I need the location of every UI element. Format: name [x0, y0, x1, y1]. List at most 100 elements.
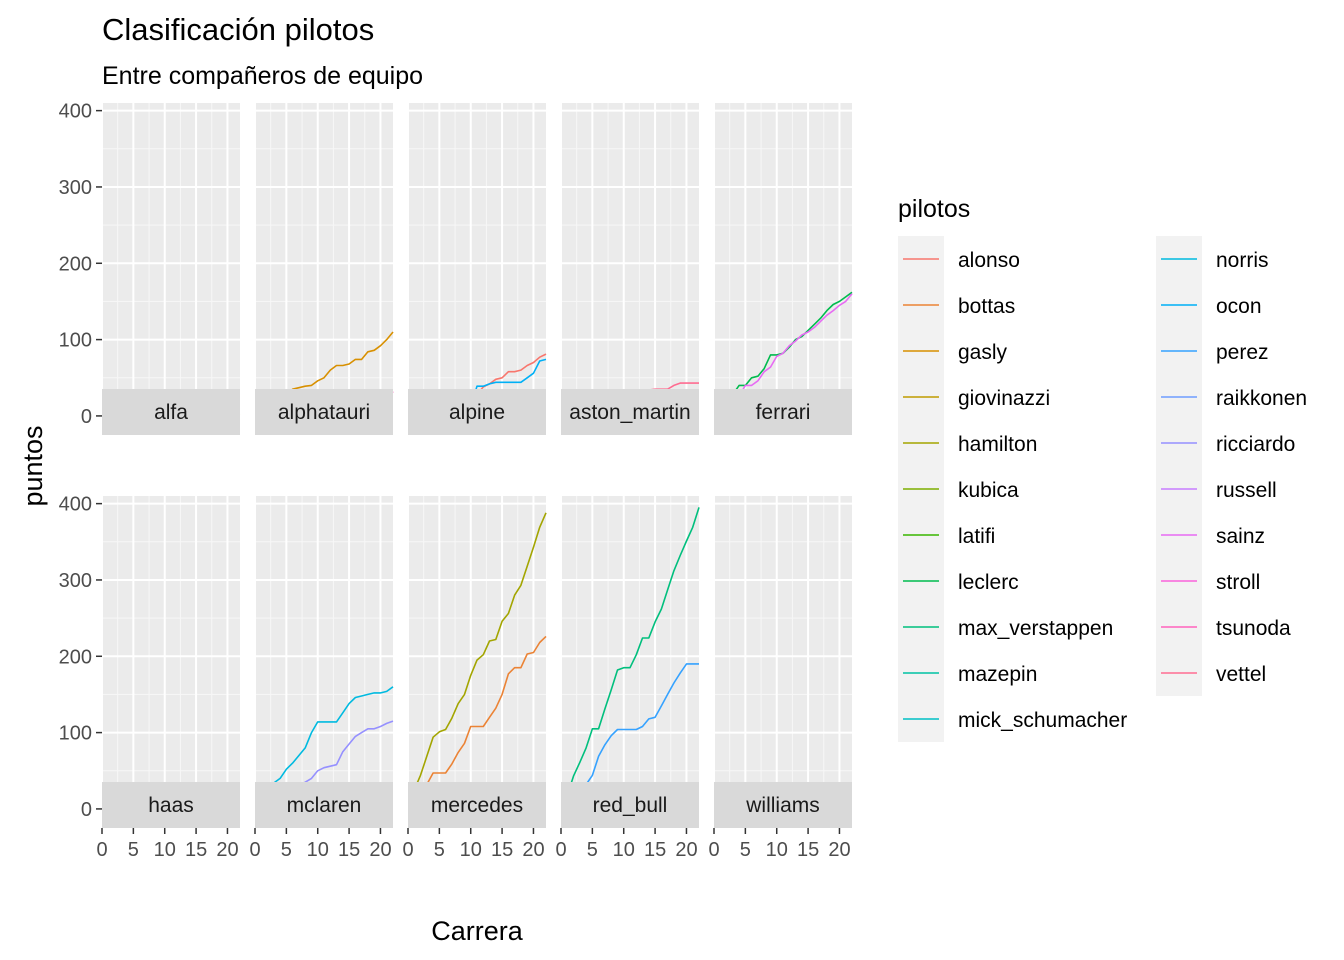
panel-aston_martin: aston_martin [560, 103, 699, 435]
x-tick-label: 10 [307, 839, 329, 861]
legend-label: vettel [1216, 663, 1266, 686]
y-tick-label: 300 [59, 570, 92, 592]
legend-item-russell: russell [1156, 466, 1277, 512]
legend-label: leclerc [958, 571, 1019, 594]
x-tick-label: 10 [460, 839, 482, 861]
panel-background [714, 496, 852, 828]
y-tick-label: 100 [59, 723, 92, 745]
legend-item-max_verstappen: max_verstappen [898, 604, 1113, 650]
legend-label: sainz [1216, 525, 1265, 548]
panel-red_bull: red_bull 0 5 10 15 20 [555, 496, 700, 861]
y-tick-label: 300 [59, 177, 92, 199]
legend-label: kubica [958, 479, 1019, 502]
panel-background [408, 103, 546, 435]
legend-item-raikkonen: raikkonen [1156, 374, 1307, 420]
legend-item-gasly: gasly [898, 328, 1008, 374]
panel-background [102, 103, 240, 435]
panel-alphatauri: alphatauri [254, 103, 394, 435]
strip-background [102, 782, 240, 828]
strip-label: alphatauri [278, 401, 370, 424]
panel-alpine: alpine [407, 103, 547, 435]
panel-background [561, 496, 699, 828]
strip-label: alpine [449, 401, 505, 424]
legend-item-sainz: sainz [1156, 512, 1265, 558]
strip-background [255, 782, 393, 828]
strip-label: haas [148, 794, 194, 817]
strip-background [561, 782, 699, 828]
legend-title: pilotos [898, 195, 970, 223]
panel-background [714, 103, 852, 435]
legend-item-mazepin: mazepin [898, 650, 1037, 696]
legend-label: ocon [1216, 295, 1262, 318]
panel-alfa: alfa 0 100 200 300 400 [59, 101, 241, 435]
panel-background [102, 496, 240, 828]
strip-label: mercedes [431, 794, 523, 817]
legend-label: russell [1216, 479, 1277, 502]
strip-label: aston_martin [569, 401, 690, 424]
x-tick-label: 5 [587, 839, 598, 861]
legend-label: tsunoda [1216, 617, 1291, 640]
legend-item-mick_schumacher: mick_schumacher [898, 696, 1127, 742]
legend-item-norris: norris [1156, 236, 1269, 282]
legend-item-perez: perez [1156, 328, 1269, 374]
chart-subtitle: Entre compañeros de equipo [102, 62, 423, 90]
legend-label: hamilton [958, 433, 1037, 456]
legend-item-ocon: ocon [1156, 282, 1262, 328]
strip-label: red_bull [593, 794, 668, 817]
x-tick-label: 20 [828, 839, 850, 861]
y-tick-label: 200 [59, 646, 92, 668]
x-tick-label: 15 [338, 839, 360, 861]
panel-background [255, 103, 393, 435]
legend-label: norris [1216, 249, 1269, 272]
legend-item-hamilton: hamilton [898, 420, 1037, 466]
strip-background [255, 389, 393, 435]
x-tick-label: 5 [128, 839, 139, 861]
panel-mclaren: mclaren 0 5 10 15 20 [249, 496, 394, 861]
y-tick-label: 100 [59, 330, 92, 352]
strip-background [714, 782, 852, 828]
legend-item-giovinazzi: giovinazzi [898, 374, 1050, 420]
panel-ferrari: ferrari [713, 103, 853, 435]
strip-label: alfa [154, 401, 188, 424]
x-tick-label: 20 [522, 839, 544, 861]
x-tick-label: 15 [185, 839, 207, 861]
y-tick-label: 0 [81, 799, 92, 821]
strip-label: ferrari [756, 401, 811, 424]
x-tick-label: 5 [740, 839, 751, 861]
legend-item-tsunoda: tsunoda [1156, 604, 1291, 650]
x-tick-label: 15 [644, 839, 666, 861]
panel-background [561, 103, 699, 435]
legend-label: latifi [958, 525, 995, 548]
x-tick-label: 20 [675, 839, 697, 861]
strip-background [561, 389, 699, 435]
panel-background [255, 496, 393, 828]
legend-item-bottas: bottas [898, 282, 1015, 328]
legend-label: giovinazzi [958, 387, 1050, 410]
y-tick-label: 200 [59, 253, 92, 275]
x-tick-label: 20 [216, 839, 238, 861]
strip-background [408, 389, 546, 435]
legend-item-vettel: vettel [1156, 650, 1266, 696]
x-tick-label: 0 [249, 839, 260, 861]
x-tick-label: 0 [402, 839, 413, 861]
y-tick-label: 400 [59, 494, 92, 516]
legend-item-stroll: stroll [1156, 558, 1260, 604]
x-tick-label: 10 [766, 839, 788, 861]
x-tick-label: 10 [154, 839, 176, 861]
strip-label: mclaren [287, 794, 362, 817]
legend-label: stroll [1216, 571, 1260, 594]
panel-mercedes: mercedes 0 5 10 15 20 [402, 496, 547, 861]
legend-item-alonso: alonso [898, 236, 1020, 282]
legend: pilotos alonso bottas gasly giovinazzi hamil… [898, 195, 1307, 742]
strip-background [714, 389, 852, 435]
legend-label: gasly [958, 341, 1008, 364]
line-perez [567, 663, 699, 803]
y-tick-label: 400 [59, 101, 92, 123]
panel-williams: williams 0 5 10 15 20 [708, 496, 852, 861]
line-max_verstappen [566, 507, 700, 796]
legend-label: raikkonen [1216, 387, 1307, 410]
x-tick-label: 0 [96, 839, 107, 861]
